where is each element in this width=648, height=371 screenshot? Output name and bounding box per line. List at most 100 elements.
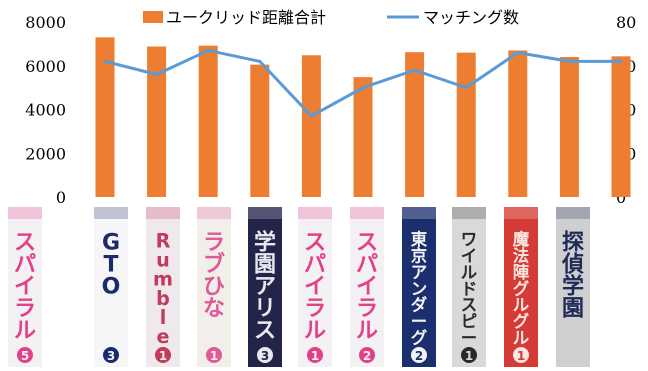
spine-header [556,207,590,219]
spine-title-char: T [103,253,118,278]
spine-title-char: グ [513,312,530,331]
y-left-tick-label: 0 [56,188,66,207]
spine-title-char: ラ [356,297,378,322]
spine-bg [248,207,282,367]
spine-title-char: パ [14,253,36,278]
spine-header [94,207,128,219]
bar [301,55,321,197]
spine-title-char: 園 [254,253,276,278]
spine-bg [146,207,180,367]
spine-bg [298,207,332,367]
spine-volume-badge [257,347,273,363]
spine-bg [94,207,128,367]
spine-title-char: 偵 [561,253,584,278]
spine-title-char: ダ [411,296,428,315]
legend-label-bar: ユークリッド距離合計 [166,8,326,27]
line-point [464,86,468,90]
spine-title-char: イ [356,275,378,300]
spine-title-char: ー [411,312,427,331]
spine-title-char: ル [513,296,530,315]
spine-title-char: イ [461,246,477,265]
legend-bar-swatch [143,11,163,23]
spine-title-char: な [203,297,225,322]
spine-title-char: 陣 [513,263,530,282]
line-point [258,59,262,63]
spine-title-char: R [156,229,171,252]
y-left-tick-label: 8000 [25,13,66,32]
spine-volume-number: 1 [517,349,525,363]
spine-title-char: パ [356,253,378,278]
spine-title-char: ー [461,329,477,348]
line-point [619,59,623,63]
spine-title-char: 園 [562,297,584,322]
spine-bg [452,207,486,367]
spine-volume-badge [307,347,323,363]
y-left-tick-label: 4000 [25,101,66,120]
spine-title-char: グ [411,329,428,348]
spine-title-char: 学 [254,230,276,256]
spine-bg [504,207,538,367]
bar [559,57,579,197]
line-point [155,73,159,76]
spine-volume-badge [461,347,477,363]
bar [353,77,373,197]
spine-title-char: ひ [203,275,225,300]
spine-title-char: ス [14,231,36,256]
spine-bg [197,207,231,367]
line-point [516,51,520,55]
line-point [309,114,313,118]
spine-volume-number: 1 [159,349,167,363]
y-left-tick-label: 6000 [25,57,66,76]
bar [198,45,218,197]
spine-title-char: イ [14,275,36,300]
y-right-tick-label: 0 [616,188,626,207]
y-right-tick-label: 80 [616,13,636,32]
spine-header [298,207,332,219]
spine-title-char: ワ [461,230,477,249]
spine-volume-number: 2 [415,349,423,363]
bar [456,52,476,197]
spine-volume-badge [155,347,171,363]
spine-title-char: ル [356,319,378,344]
spine-title-char: 魔 [513,230,530,249]
spine-title-char: ピ [461,312,477,331]
spine-title-char: e [157,325,170,348]
bar [147,46,167,197]
spine-title-char: 法 [513,246,529,265]
spine-title-char: ン [411,279,427,298]
bar [508,50,528,197]
spine-volume-badge [359,347,375,363]
line-point [206,48,210,52]
spine-header [402,207,436,219]
line-point [103,59,107,63]
spine-title-char: 探 [562,230,584,256]
spine-volume-number: 3 [107,349,115,363]
spine-title-char: ド [461,279,477,298]
spine-bg [350,207,384,367]
spine-title-char: イ [304,275,326,300]
spine-volume-number: 2 [363,349,371,363]
spine-bg [402,207,436,367]
spine-title-char: ラ [304,297,326,322]
spine-volume-badge [206,347,222,363]
spine-volume-badge [17,347,33,363]
spine-volume-badge [411,347,427,363]
spine-volume-badge [513,347,529,363]
spine-header [146,207,180,219]
spine-bg [8,207,42,367]
spine-volume-number: 3 [261,349,269,363]
y-left-tick-label: 2000 [25,144,66,163]
spine-title-char: ル [304,319,326,344]
spine-header [248,207,282,219]
spine-header [8,207,42,219]
bar [250,64,270,197]
spine-title-char: ス [461,296,477,315]
spine-title-char: ア [411,263,427,282]
